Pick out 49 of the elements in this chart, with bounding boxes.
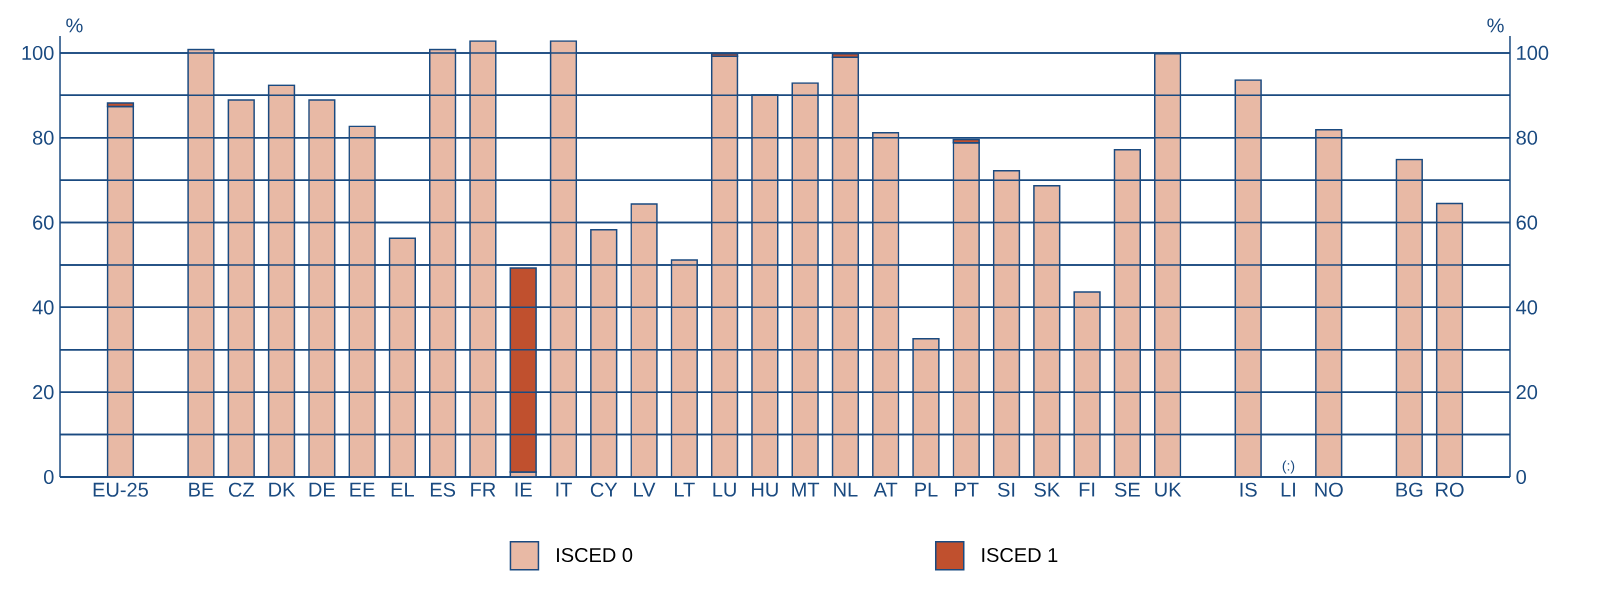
x-tick-label: IT [556,482,572,497]
y2-tick-label: 60 [1516,215,1538,230]
y2-axis-title: % [1487,18,1504,33]
x-tick-label: SI [997,482,1015,497]
x-tick-label: DE [309,482,335,497]
legend-label: ISCED 0 [557,547,633,563]
x-tick-label: ES [430,482,456,497]
y2-tick-label: 0 [1516,469,1526,485]
x-tick-label: PL [915,482,938,497]
y-tick-label: 100 [22,45,54,61]
x-tick-label: LI [1281,482,1295,497]
x-tick-label: BG [1396,482,1423,497]
y-tick-label: 20 [33,385,54,400]
x-tick-label: IE [515,482,532,497]
x-tick-label: UK [1155,482,1182,497]
bar [509,267,537,473]
x-tick-label: SK [1034,482,1060,497]
x-tick-label: LU [713,482,736,497]
x-tick-label: NO [1315,482,1343,497]
x-tick-label: NL [834,482,858,497]
x-tick-label: CY [590,482,618,497]
x-tick-label: PT [955,482,979,497]
x-tick-label: AT [873,482,898,497]
x-tick-label: HU [752,482,778,497]
x-tick-label: RO [1436,482,1464,497]
text: (:) [1282,460,1295,474]
x-tick-label: LT [675,482,695,497]
x-tick-label: FR [471,482,496,497]
x-tick-label: IS [1240,482,1257,497]
x-tick-label: DK [269,482,296,497]
x-tick-label: EL [391,482,414,497]
y-axis-title: % [66,18,83,33]
y-tick-label: 80 [32,130,54,145]
x-tick-label: SE [1114,482,1140,497]
y2-tick-label: 100 [1517,45,1549,61]
y-tick-label: 40 [32,300,54,315]
y2-tick-label: 80 [1516,130,1538,145]
x-tick-label: CZ [228,482,254,497]
x-tick-label: MT [792,482,820,497]
x-tick-label: BE [189,482,214,497]
x-tick-label: FI [1079,482,1095,497]
x-tick-label: LV [634,482,656,497]
y-tick-label: 60 [33,215,54,230]
legend-label: ISCED 1 [982,547,1058,563]
y-tick-label: 0 [44,469,54,485]
x-tick-label: EU-25 [93,482,148,497]
y2-tick-label: 20 [1516,385,1538,400]
x-tick-label: EE [350,482,375,497]
y2-tick-label: 40 [1516,300,1538,315]
